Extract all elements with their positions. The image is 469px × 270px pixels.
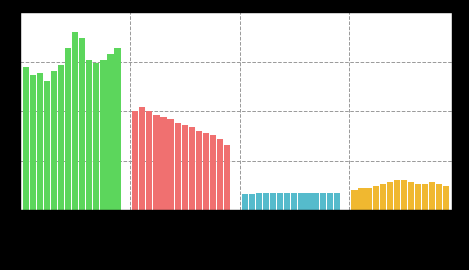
Bar [291, 193, 297, 210]
Bar [79, 38, 85, 210]
Bar [203, 133, 209, 210]
Bar [139, 107, 145, 210]
Bar [386, 182, 393, 210]
Bar [436, 184, 442, 210]
Bar [415, 184, 421, 210]
Bar [100, 59, 106, 210]
Bar [167, 119, 174, 210]
Bar [210, 135, 216, 210]
Bar [443, 186, 449, 210]
Bar [351, 190, 357, 210]
Bar [394, 180, 400, 210]
Bar [182, 125, 188, 210]
Bar [249, 194, 255, 210]
Bar [326, 193, 333, 210]
Bar [242, 194, 248, 210]
Bar [217, 139, 223, 210]
Bar [333, 193, 340, 210]
Bar [379, 184, 386, 210]
Bar [146, 111, 152, 210]
Bar [23, 68, 29, 210]
Bar [358, 188, 364, 210]
Bar [93, 63, 99, 210]
Bar [298, 193, 304, 210]
Bar [65, 48, 71, 210]
Bar [277, 193, 283, 210]
Bar [44, 81, 50, 210]
Bar [30, 75, 36, 210]
Bar [132, 111, 138, 210]
Bar [107, 53, 113, 210]
Bar [51, 71, 57, 210]
Bar [72, 32, 78, 210]
Bar [270, 193, 276, 210]
Bar [319, 193, 326, 210]
Bar [189, 127, 195, 210]
Bar [58, 65, 64, 210]
Bar [160, 117, 166, 210]
Bar [263, 193, 269, 210]
Bar [174, 123, 181, 210]
Bar [372, 186, 379, 210]
Bar [284, 193, 290, 210]
Bar [429, 182, 435, 210]
Bar [196, 131, 202, 210]
Bar [86, 59, 92, 210]
Bar [153, 115, 159, 210]
Bar [312, 193, 318, 210]
Bar [401, 180, 407, 210]
Bar [422, 184, 428, 210]
Bar [365, 188, 371, 210]
Bar [224, 145, 230, 210]
Bar [408, 182, 414, 210]
Bar [256, 193, 262, 210]
Bar [305, 193, 311, 210]
Bar [37, 73, 43, 210]
Bar [114, 48, 121, 210]
